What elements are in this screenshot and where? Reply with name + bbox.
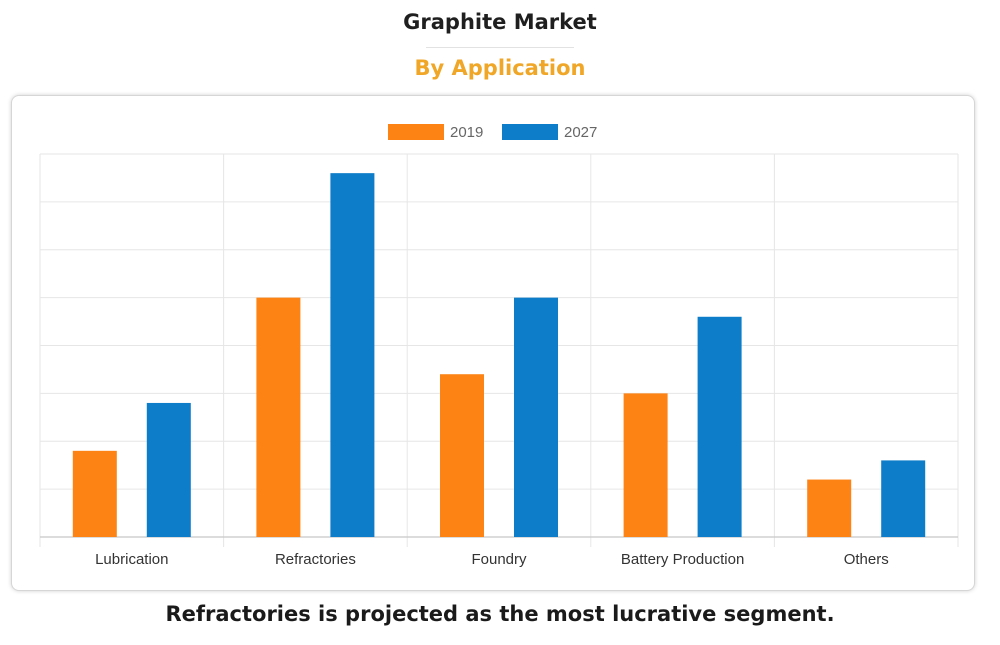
bar-2019-lubrication	[72, 450, 117, 537]
x-tick-label: Battery Production	[621, 551, 744, 568]
chart-title: Graphite Market	[403, 10, 597, 34]
chart-subtitle: By Application	[414, 56, 586, 80]
bar-2019-others	[807, 479, 852, 537]
chart-caption: Refractories is projected as the most lu…	[165, 602, 835, 626]
bar-2019-refractories	[256, 297, 301, 537]
bar-2027-lubrication	[146, 402, 191, 537]
x-tick-label: Lubrication	[95, 551, 168, 568]
legend-label-2019: 2019	[450, 124, 483, 141]
x-tick-label: Refractories	[275, 551, 356, 568]
x-tick-label: Foundry	[471, 551, 527, 568]
legend-swatch-2027	[502, 124, 558, 140]
bar-2019-foundry	[440, 374, 484, 537]
bar-2027-refractories	[330, 173, 375, 537]
title-divider	[426, 47, 574, 48]
bar-chart: Lubrication Refractories Foundry Battery Pr…	[39, 124, 959, 568]
bar-2027-others	[881, 460, 926, 537]
bar-2027-foundry	[514, 297, 558, 537]
chart-card: Lubrication Refractories Foundry Battery Pr…	[11, 95, 975, 591]
x-tick-label: Others	[844, 551, 889, 568]
bar-2019-battery-production	[623, 393, 668, 537]
legend-swatch-2019	[388, 124, 444, 140]
bar-2027-battery-production	[697, 316, 742, 537]
legend-label-2027: 2027	[564, 124, 597, 141]
